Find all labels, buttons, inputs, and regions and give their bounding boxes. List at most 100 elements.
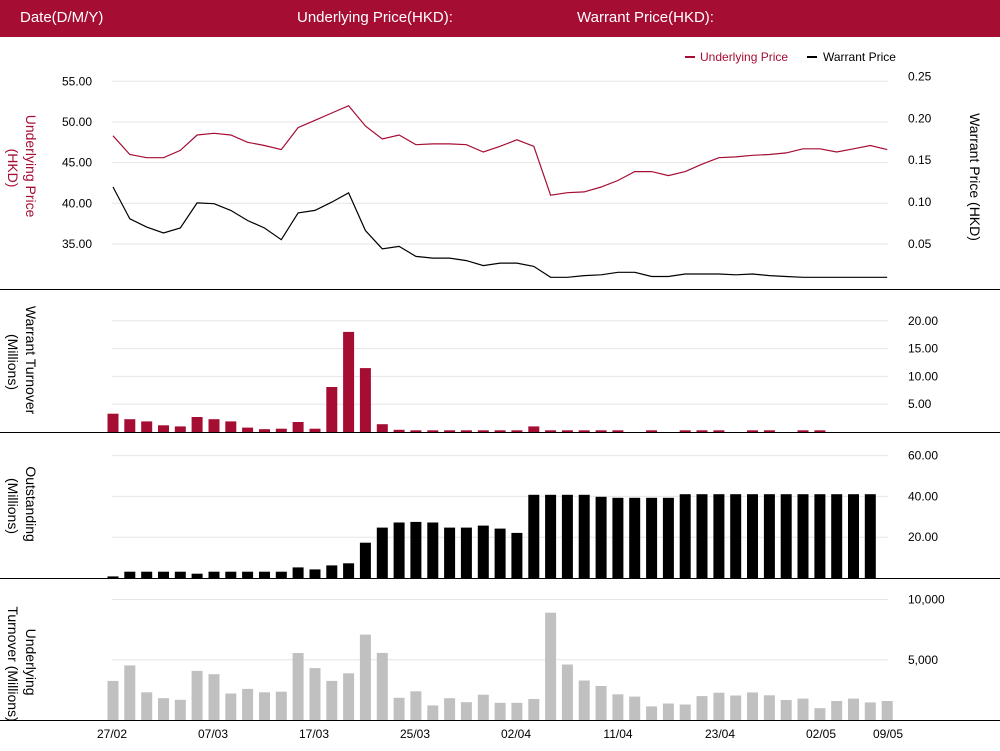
- outstanding-bar: [376, 527, 388, 578]
- x-tick-label: 27/02: [97, 727, 127, 741]
- underlying-price-label: Underlying Price(HKD):: [297, 9, 453, 26]
- price-left-axis-title-line1: Underlying Price: [23, 115, 39, 218]
- underlying-turnover-bar: [292, 653, 304, 720]
- warrant-turnover-bar: [528, 426, 540, 432]
- price-right-tick-label: 0.15: [908, 153, 932, 167]
- outstanding-bar: [410, 521, 422, 578]
- warrant-turnover-tick-label: 20.00: [908, 314, 938, 328]
- outstanding-bar: [259, 571, 270, 578]
- underlying-turnover-bar: [494, 702, 506, 720]
- warrant-turnover-bar: [393, 429, 405, 432]
- warrant-turnover-bar: [410, 430, 422, 432]
- warrant-turnover-bar: [359, 368, 371, 432]
- outstanding-bar: [561, 494, 573, 578]
- warrant-turnover-bar: [444, 430, 456, 432]
- underlying-turnover-bar: [864, 702, 876, 720]
- underlying-turnover-bar: [208, 674, 220, 720]
- outstanding-bar: [595, 496, 607, 578]
- outstanding-bar: [393, 522, 405, 578]
- underlying-turnover-bar: [578, 680, 590, 720]
- warrant-turnover-bar: [292, 422, 304, 432]
- header-bar: Date(D/M/Y) Underlying Price(HKD): Warra…: [0, 0, 1000, 37]
- warrant-turnover-tick-label: 5.00: [908, 397, 932, 411]
- outstanding-bar: [679, 494, 691, 578]
- warrant-turnover-bar: [595, 430, 607, 432]
- underlying-turnover-bar: [848, 698, 859, 720]
- warrant-turnover-bar: [545, 430, 557, 432]
- x-tick-label: 11/04: [603, 727, 632, 741]
- warrant-turnover-bar: [376, 424, 388, 432]
- x-tick-label: 25/03: [400, 727, 430, 741]
- underlying-turnover-bar: [477, 694, 489, 720]
- outstanding-bar: [292, 567, 304, 578]
- outstanding-bar: [747, 494, 758, 578]
- warrant-turnover-bar: [208, 419, 220, 432]
- underlying-turnover-bar: [629, 696, 641, 720]
- outstanding-bar: [427, 522, 439, 578]
- outstanding-bar: [494, 528, 506, 578]
- underlying-turnover-bar: [831, 701, 843, 720]
- outstanding-bar: [107, 576, 119, 578]
- outstanding-bar: [343, 563, 355, 578]
- outstanding-tick-label: 20.00: [908, 530, 938, 544]
- outstanding-bar: [528, 494, 540, 578]
- underlying-turnover-bar: [376, 652, 388, 720]
- underlying-turnover-bar: [797, 698, 809, 720]
- warrant-turnover-bar: [158, 425, 169, 432]
- underlying-turnover-bar: [107, 680, 119, 720]
- outstanding-bar: [545, 494, 557, 578]
- warrant-turnover-bar: [309, 428, 321, 432]
- outstanding-bar: [797, 494, 809, 578]
- outstanding-bar: [578, 494, 590, 578]
- outstanding-bar: [309, 569, 321, 578]
- underlying-turnover-bar: [646, 706, 658, 720]
- warrant-price-label: Warrant Price(HKD):: [577, 9, 714, 26]
- underlying-turnover-bar: [174, 699, 186, 720]
- warrant-turnover-bar: [477, 430, 489, 432]
- underlying-turnover-bar: [696, 696, 708, 720]
- warrant-turnover-axis-title: Warrant Turnover (Millions): [5, 306, 39, 418]
- warrant-turnover-bar: [275, 428, 287, 432]
- underlying-turnover-bar: [444, 698, 456, 720]
- outstanding-axis-title: Outstanding (Millions): [5, 466, 39, 545]
- outstanding-tick-label: 60.00: [908, 449, 938, 463]
- outstanding-bar: [629, 497, 641, 578]
- x-tick-label: 09/05: [873, 727, 903, 741]
- legend-warrant-label: Warrant Price: [823, 50, 896, 64]
- warrant-turnover-bar: [460, 430, 472, 432]
- price-left-tick-label: 40.00: [62, 196, 92, 210]
- outstanding-axis-title-line2: (Millions): [5, 478, 21, 534]
- outstanding-bar: [848, 494, 859, 578]
- outstanding-bar: [864, 494, 876, 578]
- underlying-turnover-bar: [393, 697, 405, 720]
- underlying-turnover-bar: [427, 705, 439, 720]
- warrant-turnover-bar: [561, 430, 573, 432]
- outstanding-bar: [511, 532, 523, 578]
- underlying-turnover-bar: [679, 704, 691, 720]
- underlying-turnover-bar: [326, 680, 338, 720]
- outstanding-bar: [662, 497, 674, 578]
- underlying-turnover-bar: [225, 693, 237, 720]
- price-right-tick-label: 0.05: [908, 237, 932, 251]
- underlying-turnover-axis-title: Underlying Turnover (Millions): [5, 606, 39, 721]
- outstanding-bar: [124, 571, 136, 578]
- underlying-turnover-tick-label: 10,000: [908, 593, 945, 607]
- underlying-turnover-axis-title-line1: Underlying: [23, 629, 39, 696]
- warrant-turnover-axis-title-line2: (Millions): [5, 334, 21, 390]
- price-right-tick-label: 0.25: [908, 70, 932, 84]
- underlying-turnover-bar: [814, 708, 826, 720]
- warrant-turnover-bar: [713, 430, 725, 432]
- warrant-price-line: [112, 186, 888, 278]
- warrant-turnover-bar: [646, 430, 658, 432]
- warrant-turnover-bar: [814, 430, 826, 432]
- outstanding-bar: [225, 571, 237, 578]
- underlying-turnover-bar: [612, 694, 624, 720]
- underlying-turnover-bar: [259, 692, 270, 720]
- underlying-turnover-bar: [309, 668, 321, 720]
- underlying-turnover-bar: [124, 665, 136, 720]
- underlying-turnover-bar: [359, 634, 371, 720]
- underlying-turnover-bar: [528, 699, 540, 720]
- price-right-tick-label: 0.20: [908, 111, 932, 125]
- outstanding-bar: [208, 571, 220, 578]
- outstanding-bar: [242, 571, 254, 578]
